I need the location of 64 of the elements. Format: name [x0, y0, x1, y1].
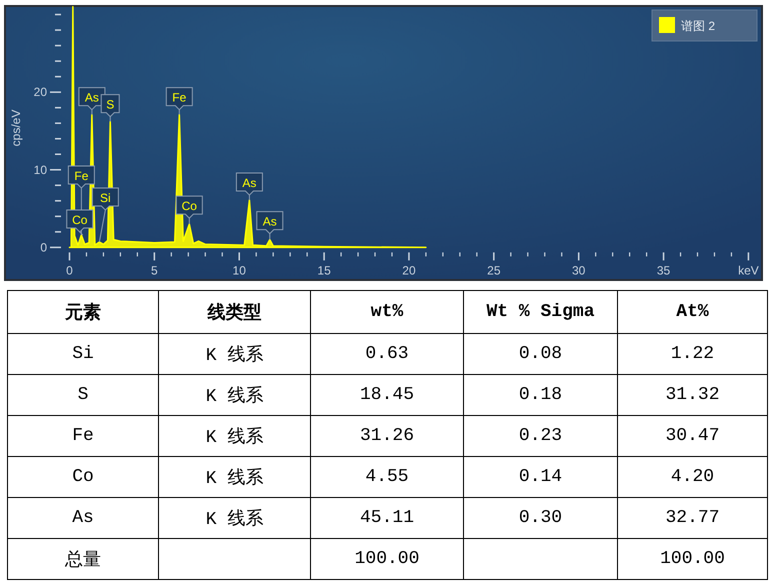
text: K 线系: [206, 387, 264, 407]
text: K 线系: [206, 428, 264, 448]
text: 0.63: [365, 344, 409, 364]
annotation: Si: [100, 190, 111, 205]
text: 0.30: [518, 508, 562, 528]
category-label: Wt % Sigma: [464, 290, 618, 334]
annotation: Fe: [166, 87, 193, 116]
annotation: Co: [72, 212, 88, 227]
y-tick-label: 20: [34, 85, 48, 100]
text: 0.18: [518, 385, 562, 405]
annotation: As: [242, 176, 256, 190]
annotation: S: [100, 94, 120, 122]
text: K 线系: [206, 469, 264, 489]
text: 32.77: [665, 508, 720, 528]
text: 总量: [65, 551, 101, 571]
annotation: Fe: [74, 168, 89, 183]
x-tick-label: 20: [402, 263, 416, 278]
annotation: Co: [176, 196, 203, 225]
text: 4.55: [365, 467, 409, 487]
x-tick-label: 30: [572, 263, 586, 278]
text: 100.00: [354, 549, 420, 569]
text: S: [78, 385, 88, 405]
text: As: [72, 508, 94, 528]
text: 45.11: [360, 508, 414, 528]
y-tick-label: 10: [34, 162, 48, 177]
text: Fe: [72, 426, 94, 446]
text: 18.45: [360, 385, 414, 405]
text: K 线系: [206, 346, 264, 366]
text: K 线系: [206, 510, 264, 530]
annotation: Co: [182, 199, 198, 214]
x-tick-label: 25: [487, 263, 501, 278]
annotation: As: [262, 214, 277, 229]
annotation: As: [84, 90, 99, 105]
x-tick-label: 5: [151, 263, 158, 278]
legend-label: 谱图 2: [681, 19, 716, 33]
text: 31.32: [665, 385, 720, 405]
category-label: 元素: [8, 290, 158, 334]
text: 100.00: [660, 549, 725, 569]
text: 31.26: [360, 426, 414, 446]
annotation: As: [256, 211, 284, 240]
text: 4.20: [670, 467, 714, 487]
category-label: 线类型: [158, 290, 310, 334]
x-tick-label: 15: [317, 263, 332, 278]
text: 30.47: [665, 426, 720, 446]
annotation: Si: [92, 187, 119, 242]
text: 0.23: [518, 426, 562, 446]
x-tick-label: keV: [738, 263, 759, 278]
category-label: wt%: [310, 290, 464, 334]
x-tick-label: 0: [66, 263, 74, 278]
annotation: Fe: [172, 90, 187, 105]
x-tick-label: 35: [656, 263, 671, 278]
annotation: S: [106, 98, 114, 112]
x-tick-label: 10: [232, 263, 246, 278]
text: 0.08: [518, 344, 562, 364]
y-tick-label: 0: [40, 240, 48, 254]
legend: 谱图 2: [652, 10, 758, 42]
annotation: Co: [66, 209, 94, 236]
text: 0.14: [518, 467, 562, 487]
text: Co: [72, 467, 94, 487]
annotation: As: [236, 172, 263, 201]
text: 1.22: [670, 344, 714, 364]
y-axis-title: cps/eV: [9, 110, 23, 146]
category-label: At%: [618, 290, 768, 334]
text: Si: [72, 344, 94, 364]
